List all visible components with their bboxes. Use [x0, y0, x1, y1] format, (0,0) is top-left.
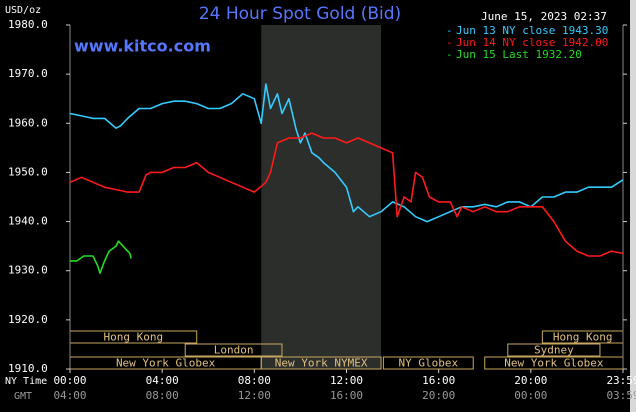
- x-axis-label: NY Time: [5, 376, 47, 387]
- legend-marker: -: [446, 48, 453, 61]
- session-box: [507, 343, 601, 357]
- session-box: [260, 356, 382, 370]
- x2-axis-label: GMT: [14, 391, 32, 402]
- x-tick-label: 08:00: [238, 374, 271, 387]
- session-shade: [261, 25, 382, 369]
- session-label: New York NYMEX: [275, 357, 368, 370]
- legend-label: Jun 14 NY close 1942.00: [456, 36, 608, 49]
- session-label: New York Globex: [116, 357, 216, 370]
- legend-label: Jun 15 Last 1932.20: [456, 48, 582, 61]
- timestamp: June 15, 2023 02:37: [481, 10, 607, 23]
- y-tick-label: 1980.0: [8, 18, 48, 31]
- series-line: [69, 132, 624, 257]
- x-tick-label: 12:00: [330, 374, 363, 387]
- x-tick-label: 04:00: [146, 374, 179, 387]
- x2-tick-label: 12:00: [238, 389, 271, 402]
- x2-tick-label: 20:00: [422, 389, 455, 402]
- x-tick-label: 20:00: [514, 374, 547, 387]
- watermark: www.kitco.com: [74, 37, 211, 56]
- session-label: Hong Kong: [553, 331, 613, 344]
- x-tick-label: 00:00: [53, 374, 86, 387]
- x2-tick-label: 00:00: [514, 389, 547, 402]
- y-tick-label: 1970.0: [8, 67, 48, 80]
- session-box: [382, 356, 474, 370]
- y-axis-label: USD/oz: [5, 5, 41, 16]
- y-tick-label: 1960.0: [8, 116, 48, 129]
- x2-tick-label: 04:00: [53, 389, 86, 402]
- legend-label: Jun 13 NY close 1943.30: [456, 24, 608, 37]
- shade-layer: [261, 25, 382, 369]
- x2-tick-label: 03:59: [606, 389, 636, 402]
- series-line: [69, 83, 624, 223]
- y-tick-label: 1940.0: [8, 215, 48, 228]
- session-label: New York Globex: [504, 357, 604, 370]
- y-tick-label: 1950.0: [8, 165, 48, 178]
- window-edge: [630, 0, 636, 412]
- y-tick-label: 1920.0: [8, 313, 48, 326]
- legend-marker: -: [446, 36, 453, 49]
- session-label: London: [214, 344, 254, 357]
- y-tick-label: 1930.0: [8, 264, 48, 277]
- series-line: [70, 240, 132, 274]
- x-tick-label: 16:00: [422, 374, 455, 387]
- session-label: Sydney: [534, 344, 574, 357]
- legend-marker: -: [446, 24, 453, 37]
- x2-tick-label: 16:00: [330, 389, 363, 402]
- chart-title: 24 Hour Spot Gold (Bid): [199, 4, 401, 24]
- x-tick-label: 23:59: [606, 374, 636, 387]
- session-label: NY Globex: [398, 357, 458, 370]
- session-label: Hong Kong: [104, 331, 164, 344]
- y-tick-label: 1910.0: [8, 362, 48, 375]
- x2-tick-label: 08:00: [146, 389, 179, 402]
- session-box: [184, 343, 283, 357]
